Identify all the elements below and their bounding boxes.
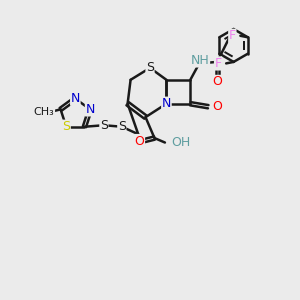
Text: O: O (135, 134, 145, 148)
Text: S: S (146, 61, 154, 74)
Text: S: S (100, 119, 108, 132)
Text: NH: NH (191, 54, 209, 67)
Text: S: S (118, 120, 126, 133)
Text: F: F (229, 29, 236, 42)
Text: O: O (213, 100, 223, 113)
Text: CH₃: CH₃ (34, 107, 55, 117)
Text: OH: OH (172, 136, 191, 149)
Text: N: N (162, 97, 171, 110)
Text: S: S (62, 120, 70, 133)
Text: N: N (71, 92, 80, 105)
Text: F: F (214, 57, 222, 70)
Text: N: N (85, 103, 95, 116)
Text: O: O (212, 75, 222, 88)
